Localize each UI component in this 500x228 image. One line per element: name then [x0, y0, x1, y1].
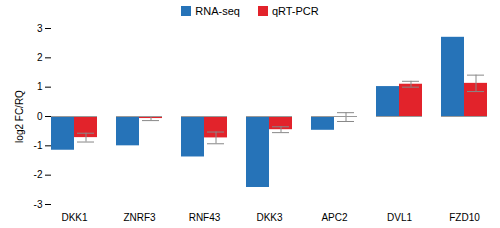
- svg-text:-1: -1: [34, 140, 43, 151]
- svg-text:0: 0: [37, 111, 43, 122]
- svg-text:1: 1: [37, 81, 43, 92]
- svg-text:DKK1: DKK1: [61, 212, 88, 223]
- svg-text:FZD10: FZD10: [449, 212, 480, 223]
- svg-text:2: 2: [37, 52, 43, 63]
- html-text:RNA-seq: RNA-seq: [195, 5, 240, 17]
- svg-text:log2 FC/RQ: log2 FC/RQ: [14, 90, 25, 143]
- svg-text:DKK3: DKK3: [256, 212, 283, 223]
- html-text:qRT-PCR: qRT-PCR: [271, 5, 319, 17]
- svg-text:RNF43: RNF43: [189, 212, 221, 223]
- svg-text:ZNRF3: ZNRF3: [123, 212, 156, 223]
- svg-text:-3: -3: [34, 199, 43, 210]
- svg-text:3: 3: [37, 23, 43, 34]
- svg-text:-2: -2: [34, 169, 43, 180]
- svg-text:DVL1: DVL1: [387, 212, 412, 223]
- svg-text:APC2: APC2: [321, 212, 348, 223]
